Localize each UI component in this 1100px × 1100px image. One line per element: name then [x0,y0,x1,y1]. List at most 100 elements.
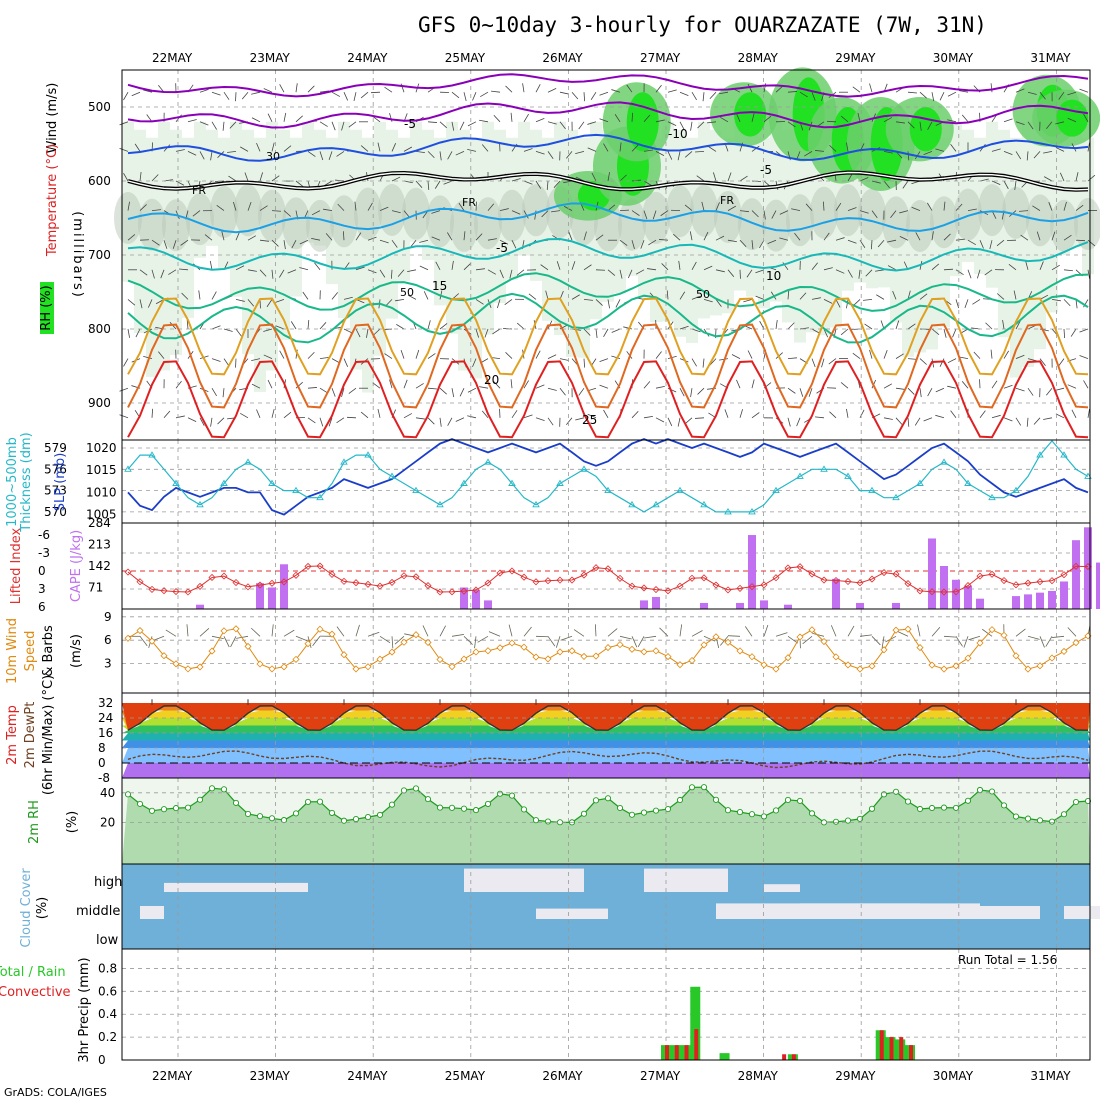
wind-barb [658,239,669,241]
temp-tick: 32 [98,696,113,710]
wind-barb [511,410,518,419]
wind-barb [595,234,604,241]
lifted-index-point [220,572,228,580]
wind-barb [143,89,153,93]
thickness-label: 1000~500mb [5,437,20,527]
rh-2m-point [1024,815,1032,822]
wind-barb [427,151,435,159]
wind-barb-10m [355,624,360,637]
wind-barb [643,210,648,220]
cloud-level-label: low [96,933,119,948]
wind-barb [959,90,969,93]
wind-barb [907,151,910,161]
wind-barb [571,261,576,270]
rh-contour-label: 50 [400,286,414,299]
rh-2m-point [928,804,936,812]
pressure-tick: 600 [88,174,111,188]
wind-barb-10m [152,635,165,641]
wind-barb-10m [594,624,597,637]
wind-speed-point [616,641,624,649]
wind-barb [943,268,954,271]
wind-barb [187,151,197,156]
wind-barb [1083,299,1089,308]
wind-barb [143,356,153,359]
wind-barb [343,328,353,334]
wind-barb [209,260,213,270]
wind-speed-point [172,660,180,668]
thickness-point [508,479,516,486]
wind-barb [899,236,909,241]
lifted-index-point [556,576,564,584]
wind-barb [244,172,249,182]
wind-barb [295,115,303,123]
wind-barb [823,328,829,338]
cape-bar [928,538,936,609]
wind-barb [247,299,255,307]
wind-barb [235,299,245,302]
wind-barb [707,121,717,124]
wind-barb [1033,417,1041,425]
wind-barb-10m [619,635,632,640]
wind-barb [775,85,783,93]
cloud-label: Cloud Cover [19,868,34,948]
wind-barb [771,210,777,219]
wind-speed-point [952,662,960,670]
wind-barb [715,202,720,211]
wind-barb [175,415,185,419]
wind-barb [199,151,205,160]
lifted-index-point [712,581,720,589]
wind-barb [160,269,165,279]
lifted-index-point [1072,562,1080,570]
wind-barb [240,412,249,419]
rh-2m-point [400,787,408,794]
thickness-point [460,479,468,486]
wind-barb [858,269,861,279]
wind-barb [331,358,341,364]
wind-barb [696,175,705,182]
freezing-level-line-inner [127,171,1089,191]
wind-barb [271,408,275,418]
thickness-point [724,508,732,515]
wind-barb [635,269,645,275]
wind-barb [763,210,766,220]
wind-barb [396,324,405,330]
wind-barb [127,299,136,306]
isotherm [127,237,1089,272]
lifted-index-point [1012,581,1020,589]
cloud-gap [764,884,800,892]
rh-shading [158,121,170,371]
wind-barb [835,237,845,241]
precip-panel: 0.8 0.6 0.4 0.2 0 Run Total = 1.56 Total / Rai… [0,948,1091,1067]
wind-speed-point [928,661,936,669]
wind-barb [739,409,744,418]
pressure-tick: 700 [88,248,111,262]
grads-credit: GrADS: COLA/IGES [4,1086,107,1099]
wind-barb [709,91,717,100]
rh-2m-point [436,804,444,811]
rh-2m-point [688,784,696,791]
wind-barb-10m [871,636,881,646]
rh-shading-mid [282,197,310,250]
lifted-index-point [412,573,420,581]
date-label-bottom: 31MAY [1030,1069,1071,1083]
cape-bar [1012,596,1020,609]
wind-barb [931,358,935,368]
rh-shading-mid [762,199,790,252]
wind-barb [247,235,256,241]
wind-barb [587,413,597,419]
wind-barb [859,177,869,182]
thickness-point [388,472,396,479]
wind-barb [407,269,417,273]
wind-barb-10m [250,627,261,637]
wind-barb [275,325,285,330]
wind-barb-10m [336,626,345,637]
date-label-bottom: 26MAY [542,1069,583,1083]
lifted-index-point [196,582,204,590]
cape-bar [736,602,744,609]
wind-barb [943,328,947,338]
wind-barb [390,269,393,279]
wind-barb-10m [560,635,573,641]
wind-barb [377,408,381,418]
rh-contour-label: 50 [696,288,710,301]
wind-barb [509,269,513,279]
